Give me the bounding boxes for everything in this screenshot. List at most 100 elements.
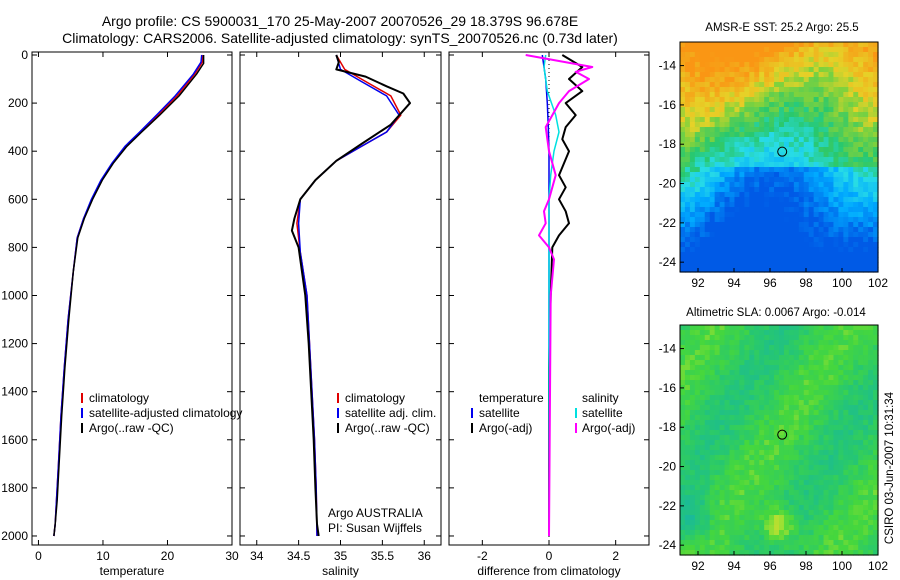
map-pixel (680, 147, 686, 153)
map-pixel (699, 530, 706, 536)
map-pixel (764, 490, 770, 496)
map-pixel (724, 192, 731, 198)
map-pixel (788, 87, 795, 93)
map-pixel (828, 112, 835, 118)
map-pixel (769, 202, 775, 208)
map-pixel (853, 82, 859, 88)
map-pixel (724, 247, 731, 253)
map-pixel (873, 107, 879, 113)
map-pixel (803, 137, 810, 143)
map-pixel (838, 102, 844, 108)
map-pixel (684, 500, 691, 506)
map-pixel (694, 460, 701, 466)
map-pixel (853, 47, 859, 53)
map-pixel (699, 360, 706, 366)
map-pixel (793, 385, 800, 391)
legend-label: satellite (582, 406, 623, 420)
map-pixel (779, 152, 785, 158)
map-pixel (803, 370, 810, 376)
map-pixel (734, 395, 740, 401)
sla-map-panel: Altimetric SLA: 0.0067 Argo: -0.014 92 94… (659, 307, 889, 573)
map-pixel (719, 395, 726, 401)
map-pixel (808, 152, 815, 158)
map-pixel (719, 335, 726, 341)
map-pixel (788, 252, 795, 258)
map-pixel (759, 360, 765, 366)
map-pixel (853, 355, 859, 361)
map-pixel (848, 187, 854, 193)
map-pixel (788, 107, 795, 113)
map-pixel (843, 107, 849, 113)
map-pixel (843, 217, 849, 223)
map-pixel (694, 262, 701, 268)
map-pixel (813, 430, 820, 436)
map-pixel (838, 525, 844, 531)
map-pixel (754, 480, 760, 486)
map-pixel (868, 132, 874, 138)
map-pixel (724, 67, 731, 73)
map-pixel (739, 242, 745, 248)
map-pixel (848, 465, 854, 471)
map-pixel (739, 420, 745, 426)
map-pixel (759, 77, 765, 83)
map-pixel (858, 340, 864, 346)
map-pixel (714, 152, 721, 158)
map-pixel (853, 57, 859, 63)
map-pixel (719, 360, 726, 366)
map-pixel (813, 92, 820, 98)
map-pixel (754, 510, 760, 516)
map-pixel (769, 252, 775, 258)
map-pixel (808, 465, 815, 471)
map-pixel (823, 395, 830, 401)
map-pixel (808, 82, 815, 88)
map-pixel (863, 415, 869, 421)
map-pixel (828, 227, 835, 233)
map-pixel (680, 262, 686, 268)
map-pixel (838, 42, 844, 48)
map-pixel (848, 550, 854, 556)
map-pixel (769, 365, 775, 371)
map-pixel (848, 172, 854, 178)
map-pixel (689, 227, 696, 233)
map-pixel (754, 142, 760, 148)
map-pixel (769, 67, 775, 73)
map-pixel (848, 222, 854, 228)
map-pixel (724, 435, 731, 441)
map-pixel (769, 405, 775, 411)
map-pixel (793, 510, 800, 516)
map-pixel (729, 262, 736, 268)
map-pixel (863, 530, 869, 536)
map-pixel (833, 42, 839, 48)
map-pixel (729, 192, 736, 198)
map-pixel (868, 535, 874, 541)
map-pixel (694, 147, 701, 153)
map-pixel (739, 217, 745, 223)
map-pixel (769, 425, 775, 431)
map-pixel (788, 157, 795, 163)
map-pixel (833, 247, 839, 253)
map-pixel (863, 257, 869, 263)
map-pixel (719, 490, 726, 496)
map-pixel (808, 540, 815, 546)
map-pixel (729, 252, 736, 258)
map-x-tick-label: 92 (691, 276, 705, 290)
map-pixel (709, 360, 716, 366)
map-pixel (823, 435, 830, 441)
map-pixel (729, 335, 736, 341)
map-pixel (853, 440, 859, 446)
map-pixel (744, 122, 750, 128)
map-pixel (783, 127, 790, 133)
map-pixel (754, 87, 760, 93)
map-pixel (798, 450, 805, 456)
map-pixel (729, 495, 736, 501)
map-pixel (744, 242, 750, 248)
map-pixel (853, 222, 859, 228)
map-pixel (798, 370, 805, 376)
map-pixel (734, 340, 740, 346)
map-pixel (694, 227, 701, 233)
map-pixel (704, 252, 711, 258)
map-pixel (734, 545, 740, 551)
map-pixel (788, 505, 795, 511)
map-pixel (798, 137, 805, 143)
map-pixel (808, 335, 815, 341)
